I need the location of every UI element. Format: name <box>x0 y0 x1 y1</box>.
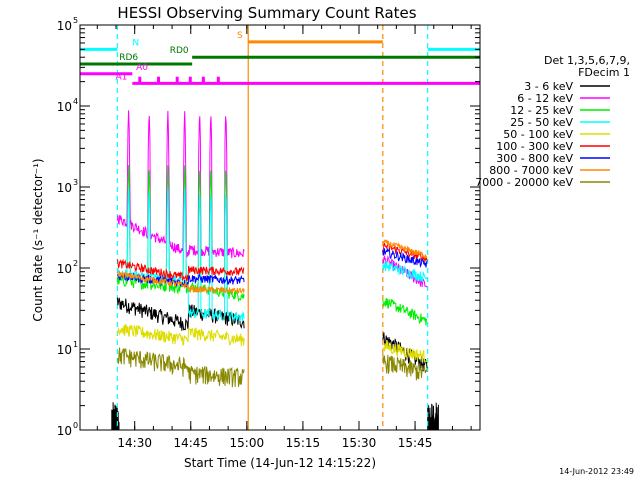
y-tick-exponent: 3 <box>73 178 78 187</box>
y-tick-exponent: 2 <box>73 259 78 268</box>
y-tick-exponent: 0 <box>73 421 78 430</box>
flag-label-rd0: RD0 <box>170 46 189 56</box>
y-tick-exponent: 4 <box>73 97 78 106</box>
noise-burst-2 <box>427 402 439 430</box>
x-tick-label: 15:15 <box>286 436 321 450</box>
series-6-segment-2 <box>382 247 428 269</box>
plot-frame <box>79 24 481 431</box>
y-tick-label: 10 <box>57 424 72 438</box>
flag-label-s: S <box>237 31 243 41</box>
series-8-segment-2 <box>382 354 428 381</box>
legend-entry-label: 3 - 6 keV <box>524 80 573 93</box>
y-tick-label: 10 <box>57 343 72 357</box>
legend-entry-label: 7000 - 20000 keV <box>475 176 573 189</box>
series-1-segment-1 <box>116 110 245 259</box>
legend-header-0: Det 1,3,5,6,7,9, <box>544 54 630 67</box>
series-6-segment-1 <box>116 272 245 288</box>
x-axis: 14:30 14:45 15:00 15:15 15:30 15:45 <box>96 25 472 450</box>
legend-entry-label: 300 - 800 keV <box>496 152 573 165</box>
legend-header-1: FDecim 1 <box>578 66 630 79</box>
legend-entry-label: 25 - 50 keV <box>510 116 573 129</box>
flag-label-n: N <box>132 38 139 48</box>
y-tick-label: 10 <box>57 19 72 33</box>
noise-burst-1 <box>111 402 120 430</box>
x-tick-label: 15:45 <box>398 436 433 450</box>
y-tick-exponent: 5 <box>73 16 78 25</box>
x-axis-label: Start Time (14-Jun-12 14:15:22) <box>184 456 376 470</box>
series-5-segment-1 <box>116 258 245 282</box>
series-8-segment-1 <box>116 347 245 388</box>
legend-entry-label: 800 - 7000 keV <box>489 164 573 177</box>
chart-title: HESSI Observing Summary Count Rates <box>117 4 416 22</box>
series-7-segment-2 <box>382 239 428 259</box>
plot-area: N RD0 RD6 S A0 A1 <box>79 24 481 431</box>
series-3-segment-1 <box>117 187 245 322</box>
y-tick-label: 10 <box>57 100 72 114</box>
legend-entry-label: 50 - 100 keV <box>503 128 573 141</box>
y-tick-exponent: 1 <box>73 340 78 349</box>
flag-label-a0: A0 <box>136 63 148 73</box>
series-3-segment-2 <box>382 261 428 283</box>
x-tick-label: 14:30 <box>117 436 152 450</box>
series-0-segment-1 <box>116 297 245 331</box>
legend-entry-label: 6 - 12 keV <box>517 92 573 105</box>
x-tick-label: 15:30 <box>342 436 377 450</box>
series-4-segment-2 <box>382 341 428 364</box>
x-tick-label: 14:45 <box>173 436 208 450</box>
flag-label-rd6: RD6 <box>119 53 138 63</box>
y-tick-label: 10 <box>57 262 72 276</box>
legend-entry-label: 12 - 25 keV <box>510 104 573 117</box>
series-7-segment-1 <box>116 269 245 295</box>
flag-label-a1: A1 <box>116 72 128 82</box>
data-layer <box>80 25 480 430</box>
series-4-segment-1 <box>116 323 245 347</box>
timestamp: 14-Jun-2012 23:49 <box>559 467 634 476</box>
y-tick-label: 10 <box>57 181 72 195</box>
legend-entry-label: 100 - 300 keV <box>496 140 573 153</box>
y-axis-label: Count Rate (s⁻¹ detector⁻¹) <box>31 158 45 321</box>
series-2-segment-2 <box>382 297 428 326</box>
x-tick-label: 15:00 <box>230 436 265 450</box>
